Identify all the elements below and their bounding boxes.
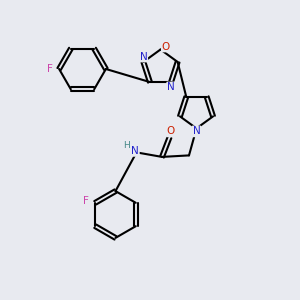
Text: N: N xyxy=(131,146,139,156)
Text: H: H xyxy=(123,141,129,150)
Text: F: F xyxy=(46,64,52,74)
Text: O: O xyxy=(162,41,170,52)
Text: F: F xyxy=(83,196,89,206)
Text: N: N xyxy=(193,126,200,136)
Text: O: O xyxy=(167,126,175,136)
Text: N: N xyxy=(140,52,147,61)
Text: N: N xyxy=(167,82,175,92)
